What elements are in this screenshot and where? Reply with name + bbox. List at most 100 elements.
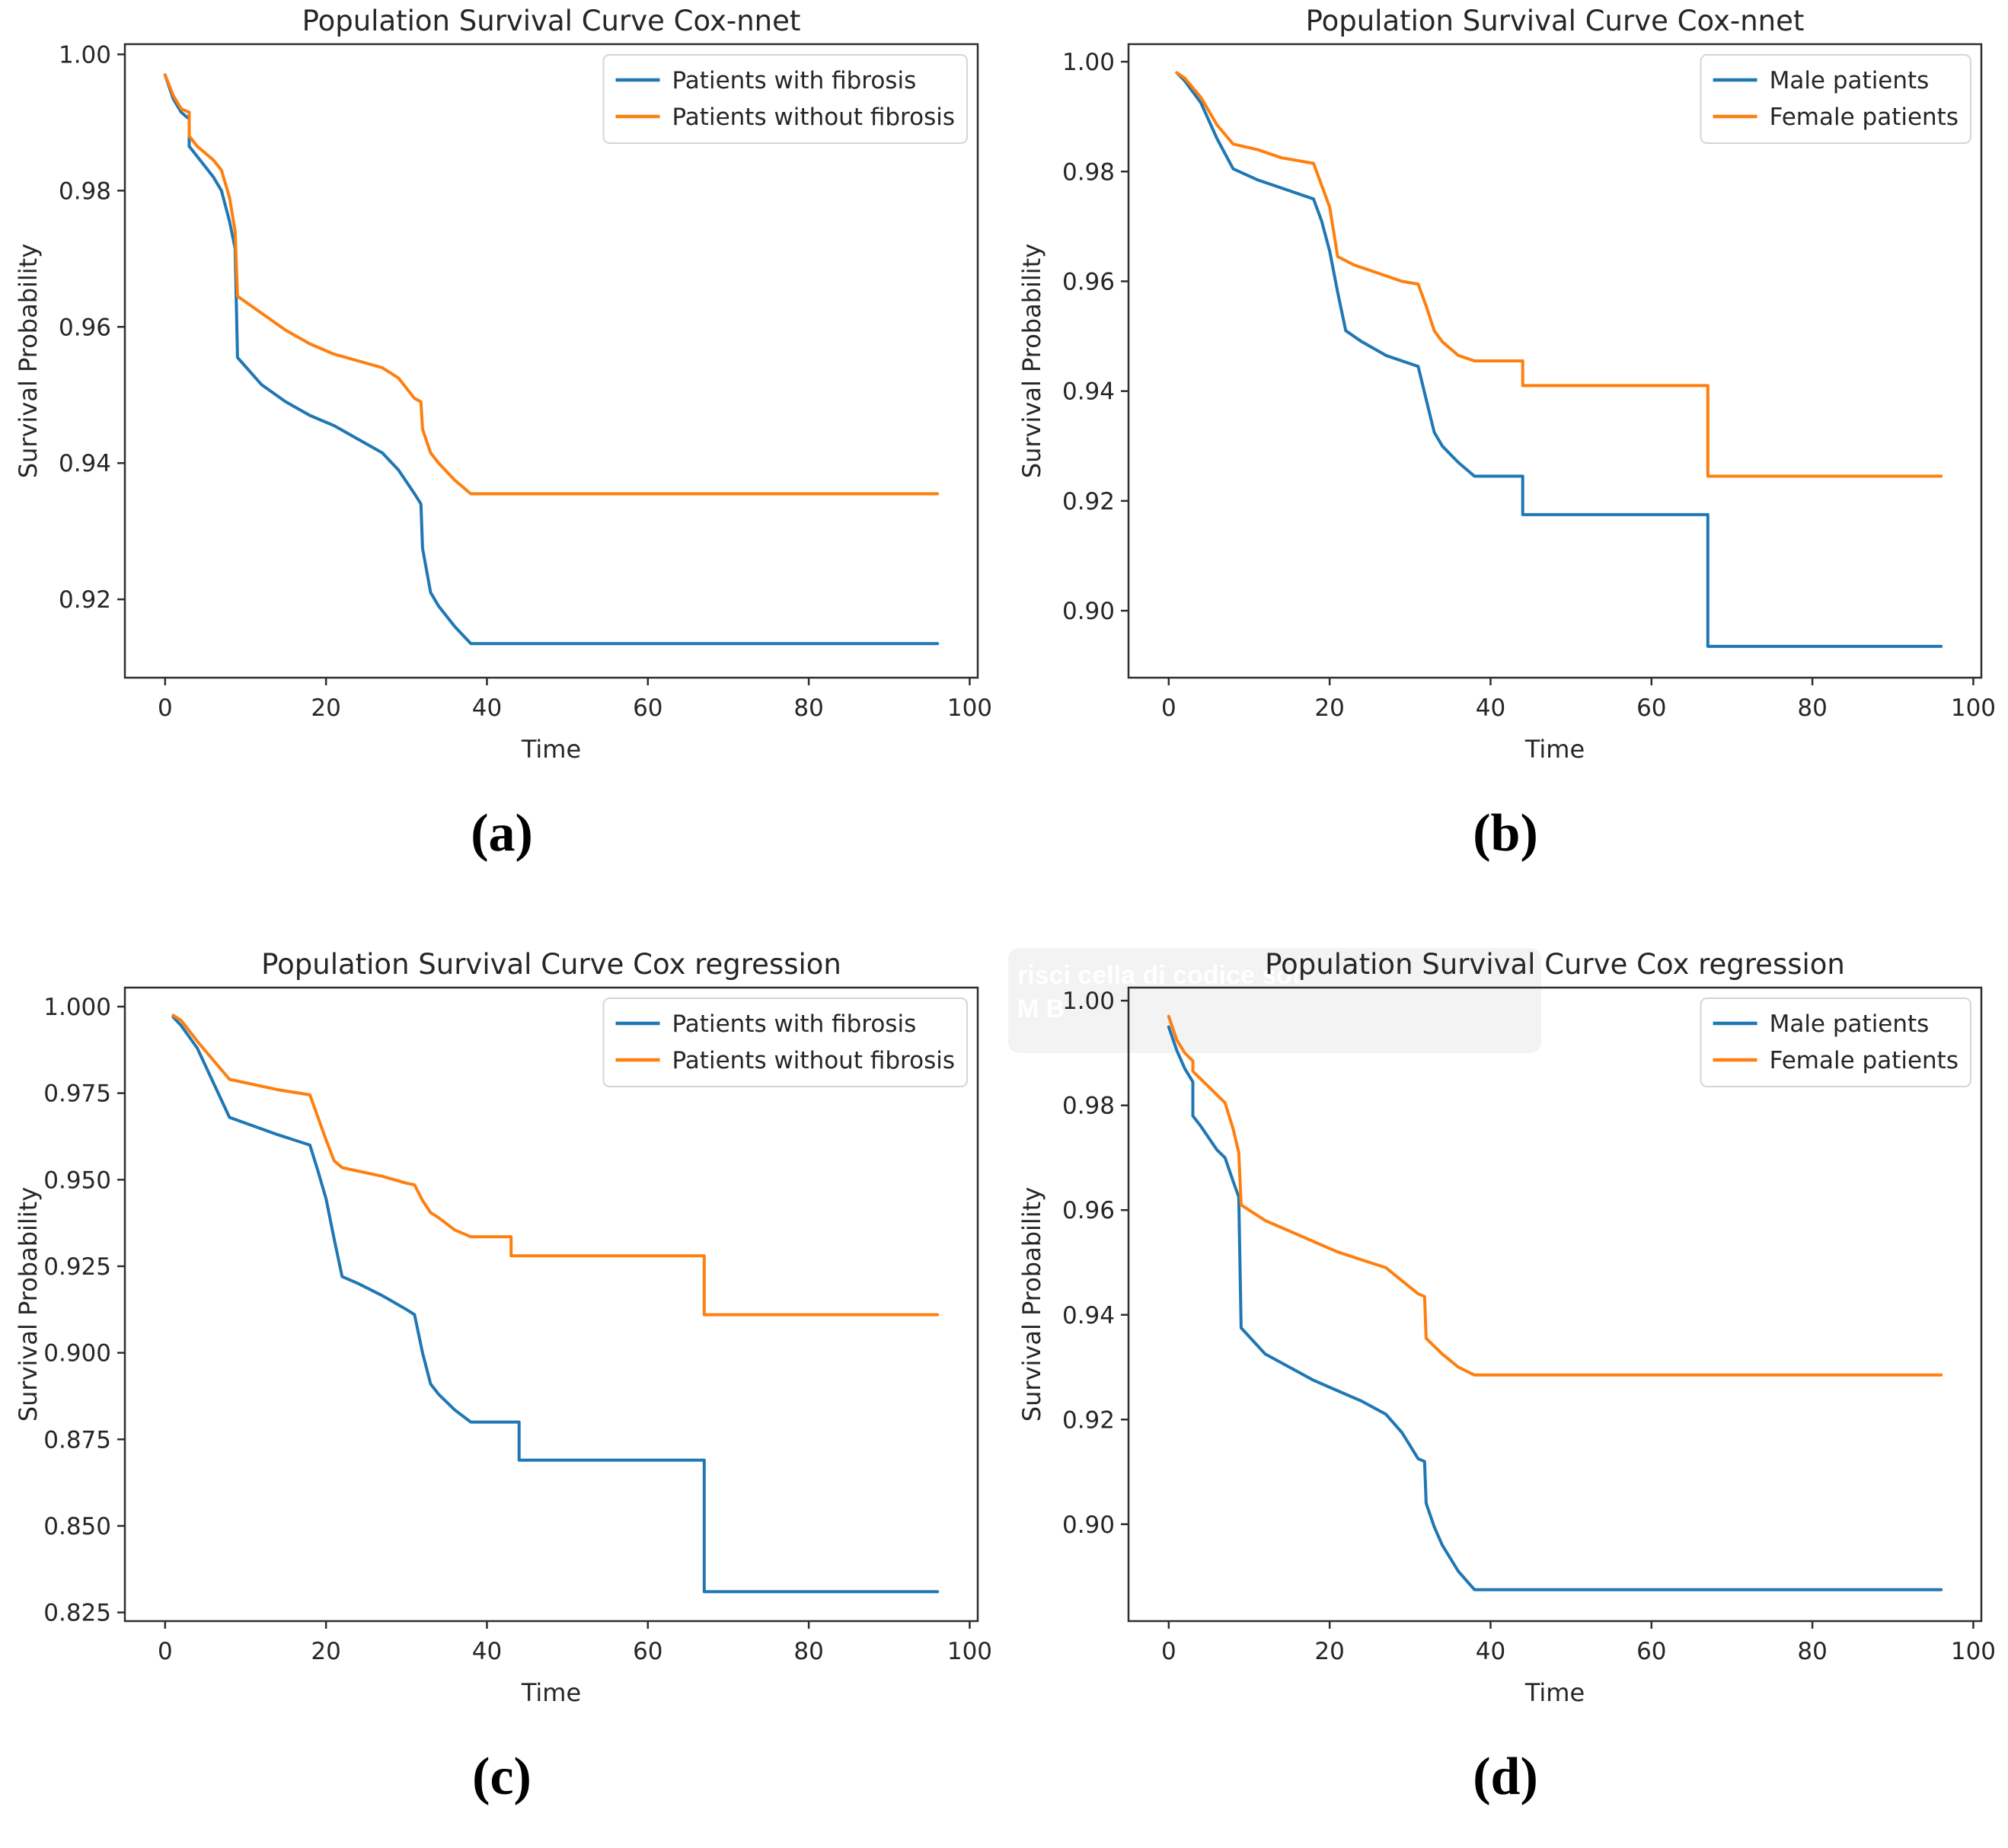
legend-label: Female patients <box>1770 1047 1959 1074</box>
legend-label: Patients with fibrosis <box>672 67 917 94</box>
x-tick-label: 40 <box>472 694 502 722</box>
x-tick-label: 20 <box>1314 1638 1344 1665</box>
x-tick-label: 40 <box>472 1638 502 1665</box>
chart-title: Population Survival Curve Cox-nnet <box>1306 5 1805 37</box>
x-tick-label: 0 <box>158 1638 173 1665</box>
series-line-patients-with-fibrosis <box>163 73 940 646</box>
x-tick-label: 100 <box>1951 1638 1996 1665</box>
y-tick-label: 0.875 <box>43 1426 111 1454</box>
y-tick-label: 1.00 <box>1062 988 1115 1015</box>
plot-border <box>1127 43 1983 679</box>
series-line-patients-with-fibrosis <box>171 1015 940 1594</box>
chart-title: Population Survival Curve Cox-nnet <box>302 5 801 37</box>
y-tick-label: 0.96 <box>1062 268 1115 295</box>
x-tick-label: 60 <box>633 694 662 722</box>
y-tick-label: 0.92 <box>59 586 111 614</box>
x-tick-label: 0 <box>158 694 173 722</box>
y-axis-label: Survival Probability <box>1017 1187 1046 1422</box>
series-line-female-patients <box>1175 71 1943 478</box>
x-tick-label: 80 <box>793 694 823 722</box>
caption-d: (d) <box>1473 1747 1538 1806</box>
legend-label: Male patients <box>1770 67 1930 94</box>
legend-box <box>602 997 968 1087</box>
series-line-male-patients <box>1167 1025 1943 1591</box>
legend-box <box>1700 54 1971 144</box>
x-tick-label: 60 <box>633 1638 662 1665</box>
survival-chart-b: Population Survival Curve Cox-nnet 0 20 40 6… <box>1014 0 1997 773</box>
ghost-tooltip-line1: risci cella di codice sot <box>1017 961 1301 990</box>
x-tick-label: 80 <box>793 1638 823 1665</box>
x-tick-label: 40 <box>1476 1638 1505 1665</box>
y-tick-label: 0.925 <box>43 1253 111 1281</box>
panel-b: Population Survival Curve Cox-nnet 0 20 40 6… <box>1004 0 2007 895</box>
chart-title: Population Survival Curve Cox regression <box>1265 948 1845 981</box>
y-tick-label: 0.94 <box>1062 1302 1115 1329</box>
x-tick-label: 20 <box>1314 694 1344 722</box>
x-axis-label: Time <box>521 735 581 764</box>
legend: Male patients Female patients <box>1700 54 1971 144</box>
survival-chart-c: Population Survival Curve Cox regression… <box>11 943 993 1716</box>
x-tick-label: 100 <box>947 694 992 722</box>
y-tick-label: 0.950 <box>43 1167 111 1194</box>
y-tick-label: 0.92 <box>1062 488 1115 515</box>
x-tick-label: 60 <box>1636 694 1666 722</box>
legend-label: Patients with fibrosis <box>672 1010 917 1038</box>
survival-chart-a: Population Survival Curve Cox-nnet 0 20 40 6… <box>11 0 993 773</box>
x-axis-label: Time <box>521 1678 581 1707</box>
legend-label: Patients without fibrosis <box>672 104 956 131</box>
y-tick-label: 0.98 <box>59 177 111 205</box>
x-tick-label: 60 <box>1636 1638 1666 1665</box>
panel-a: Population Survival Curve Cox-nnet 0 20 40 6… <box>0 0 1004 895</box>
x-tick-label: 80 <box>1797 694 1827 722</box>
ghost-tooltip-artifact: risci cella di codice sot M B <box>1008 948 1541 1053</box>
legend-label: Female patients <box>1770 104 1959 131</box>
figure-row-bottom: Population Survival Curve Cox regression… <box>0 943 2008 1838</box>
x-axis-label: Time <box>1524 1678 1585 1707</box>
y-tick-label: 0.90 <box>1062 598 1115 625</box>
y-tick-label: 0.96 <box>59 314 111 341</box>
ghost-tooltip-line2: M B <box>1017 994 1065 1023</box>
y-tick-label: 0.94 <box>1062 378 1115 406</box>
y-tick-label: 0.975 <box>43 1080 111 1108</box>
survival-chart-d-svg: Population Survival Curve Cox regression… <box>1017 948 1996 1707</box>
legend: Patients with fibrosis Patients without f… <box>602 997 968 1087</box>
legend: Male patients Female patients <box>1700 997 1971 1087</box>
caption-c: (c) <box>472 1747 532 1806</box>
x-tick-label: 40 <box>1476 694 1505 722</box>
legend: Patients with fibrosis Patients without f… <box>602 54 968 144</box>
y-tick-label: 0.825 <box>43 1600 111 1627</box>
panel-d: risci cella di codice sot M B Population… <box>1004 943 2007 1838</box>
caption-a: (a) <box>471 804 533 863</box>
x-tick-label: 100 <box>947 1638 992 1665</box>
x-tick-label: 80 <box>1797 1638 1827 1665</box>
y-tick-label: 0.92 <box>1062 1406 1115 1434</box>
survival-chart-b-svg: Population Survival Curve Cox-nnet 0 20 40 6… <box>1017 5 1996 764</box>
survival-chart-a-svg: Population Survival Curve Cox-nnet 0 20 40 6… <box>14 5 992 764</box>
x-tick-label: 0 <box>1161 694 1176 722</box>
figure-row-top: Population Survival Curve Cox-nnet 0 20 40 6… <box>0 0 2008 895</box>
y-axis-label: Survival Probability <box>14 244 43 478</box>
plot-border <box>1127 986 1983 1623</box>
y-tick-label: 0.90 <box>1062 1511 1115 1539</box>
plot-border <box>123 43 979 679</box>
y-tick-label: 0.98 <box>1062 1093 1115 1120</box>
y-axis-label: Survival Probability <box>14 1187 43 1422</box>
legend-label: Patients without fibrosis <box>672 1047 956 1074</box>
chart-title: Population Survival Curve Cox regression <box>261 948 841 981</box>
y-tick-label: 1.00 <box>1062 49 1115 76</box>
legend-label: Male patients <box>1770 1010 1930 1038</box>
y-axis-label: Survival Probability <box>1017 244 1046 478</box>
survival-chart-c-svg: Population Survival Curve Cox regression… <box>14 948 992 1707</box>
y-tick-label: 0.98 <box>1062 158 1115 186</box>
x-axis-label: Time <box>1524 735 1585 764</box>
x-tick-label: 20 <box>311 1638 340 1665</box>
series-line-patients-without-fibrosis <box>171 1013 940 1317</box>
x-tick-label: 20 <box>311 694 340 722</box>
panel-c: Population Survival Curve Cox regression… <box>0 943 1004 1838</box>
y-tick-label: 0.850 <box>43 1513 111 1540</box>
y-tick-label: 1.00 <box>59 41 111 69</box>
caption-b: (b) <box>1473 804 1538 863</box>
y-tick-label: 0.96 <box>1062 1197 1115 1224</box>
legend-box <box>602 54 968 144</box>
